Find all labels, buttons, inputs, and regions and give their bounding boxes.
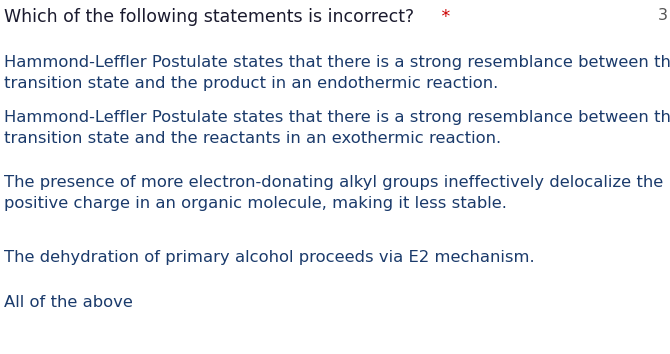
Text: All of the above: All of the above <box>4 295 133 310</box>
Text: Hammond-Leffler Postulate states that there is a strong resemblance between the
: Hammond-Leffler Postulate states that th… <box>4 55 670 91</box>
Text: The presence of more electron-donating alkyl groups ineffectively delocalize the: The presence of more electron-donating a… <box>4 175 663 211</box>
Text: 3 p: 3 p <box>658 8 670 23</box>
Text: Hammond-Leffler Postulate states that there is a strong resemblance between the
: Hammond-Leffler Postulate states that th… <box>4 110 670 146</box>
Text: *: * <box>436 8 450 26</box>
Text: The dehydration of primary alcohol proceeds via E2 mechanism.: The dehydration of primary alcohol proce… <box>4 250 535 265</box>
Text: Which of the following statements is incorrect?: Which of the following statements is inc… <box>4 8 414 26</box>
